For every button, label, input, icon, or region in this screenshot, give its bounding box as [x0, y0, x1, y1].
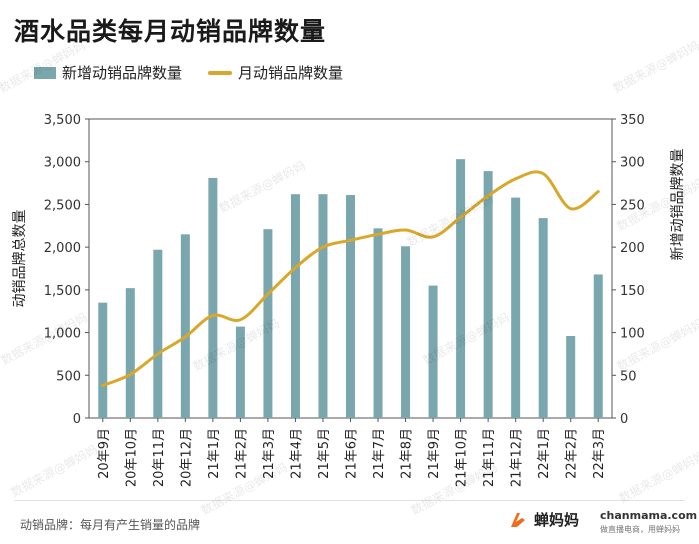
bar [483, 171, 493, 418]
x-tick-label: 21年6月 [345, 428, 360, 479]
legend-line-swatch [208, 70, 233, 75]
y-tick-label: 500 [56, 369, 81, 384]
bar [566, 335, 576, 418]
x-tick-label: 21年1月 [207, 428, 222, 479]
brand-mark-icon [511, 512, 525, 527]
bar [456, 159, 466, 418]
bar [401, 246, 411, 418]
x-tick-label: 22年3月 [592, 428, 607, 479]
bar [153, 249, 163, 418]
bar [235, 326, 245, 418]
x-tick-label: 21年8月 [400, 428, 415, 479]
bar [208, 177, 218, 418]
bar [511, 197, 521, 418]
legend-bar-label: 新增动销品牌数量 [62, 64, 183, 82]
bar [98, 302, 108, 418]
x-tick-label: 20年9月 [97, 428, 112, 479]
bar [318, 194, 328, 418]
bar [346, 195, 355, 418]
y-tick-label: 0 [73, 412, 81, 427]
y2-tick-label: 200 [620, 241, 645, 256]
y-tick-label: 2,000 [44, 241, 81, 256]
footnote: 动销品牌：每月有产生销量的品牌 [20, 518, 201, 532]
y-tick-label: 2,500 [44, 198, 81, 213]
x-tick-label: 21年4月 [289, 428, 304, 479]
y-tick-label: 1,000 [44, 327, 81, 342]
x-tick-label: 21年9月 [427, 428, 442, 479]
bar [373, 228, 383, 418]
x-tick-label: 20年12月 [179, 428, 194, 487]
y2-tick-label: 300 [620, 156, 645, 171]
bar [428, 285, 438, 418]
bar [125, 288, 135, 418]
legend-line-label: 月动销品牌数量 [238, 64, 344, 82]
bar [180, 234, 190, 418]
brand-site: chanmama.com [600, 509, 698, 522]
y-axis-label: 动销品牌总数量 [11, 210, 28, 308]
bar [593, 274, 603, 418]
x-tick-label: 21年3月 [262, 428, 277, 479]
y2-tick-label: 100 [620, 327, 645, 342]
x-tick-label: 22年2月 [565, 428, 580, 479]
legend-bar-swatch [34, 66, 56, 79]
x-tick-label: 22年1月 [537, 428, 552, 479]
x-tick-label: 21年10月 [455, 428, 470, 487]
x-tick-label: 20年11月 [152, 428, 167, 487]
y2-tick-label: 250 [620, 198, 645, 213]
y-tick-label: 1,500 [44, 284, 81, 299]
y2-tick-label: 150 [620, 284, 645, 299]
bar [263, 229, 273, 418]
footer-divider [14, 500, 685, 501]
chart-title: 酒水品类每月动销品牌数量 [14, 17, 327, 46]
brand-logo: 蝉妈妈 [508, 509, 579, 530]
x-tick-label: 21年2月 [234, 428, 249, 479]
x-tick-label: 21年11月 [482, 428, 497, 487]
y2-axis-label: 新增动销品牌数量 [669, 149, 686, 261]
x-tick-label: 21年7月 [372, 428, 387, 479]
y-tick-label: 3,500 [44, 113, 81, 128]
bar [538, 218, 548, 418]
legend: 新增动销品牌数量 月动销品牌数量 [34, 62, 343, 83]
bar [290, 194, 300, 418]
x-tick-label: 21年5月 [317, 428, 332, 479]
y2-tick-label: 350 [620, 113, 645, 128]
y-tick-label: 3,000 [44, 156, 81, 171]
brand-slogan: 做直播电商，用蝉妈妈 [600, 525, 680, 534]
y2-tick-label: 0 [620, 412, 628, 427]
x-tick-label: 21年12月 [510, 428, 525, 487]
y2-tick-label: 50 [620, 369, 637, 384]
x-tick-label: 20年10月 [124, 428, 139, 487]
brand-name: 蝉妈妈 [534, 511, 580, 529]
